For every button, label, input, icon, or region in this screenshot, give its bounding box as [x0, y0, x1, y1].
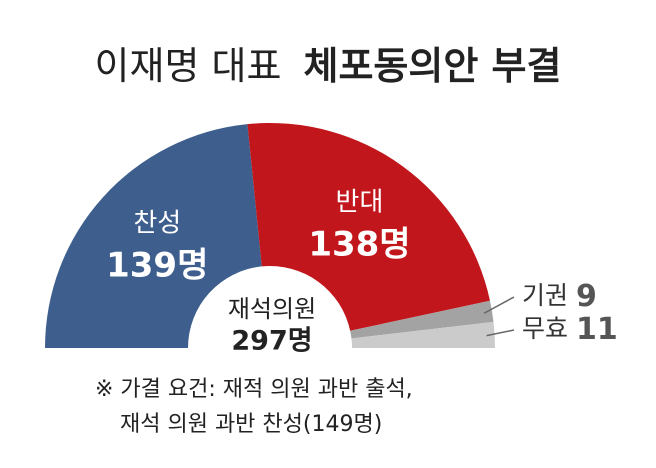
category: 무효	[522, 314, 568, 343]
slice	[247, 123, 490, 331]
slice-label: 반대	[336, 188, 384, 218]
slices	[45, 123, 495, 348]
leader-line	[483, 296, 515, 314]
slice	[351, 321, 495, 348]
slice-label: 찬성	[133, 209, 181, 239]
center-value: 297명	[231, 326, 312, 357]
chart-title: 이재명 대표 체포동의안 부결	[95, 44, 562, 88]
title-regular: 이재명 대표	[95, 44, 282, 88]
note: 재석 의원 과반 찬성(149명)	[120, 412, 382, 437]
slice	[45, 124, 262, 348]
value-label: 11	[576, 312, 618, 347]
slice-label: 무효 11	[522, 312, 618, 347]
value-label: 139명	[106, 246, 208, 286]
leader-line	[486, 329, 515, 337]
value-label: 138명	[308, 225, 410, 265]
slice	[350, 300, 494, 339]
title-bold: 체포동의안 부결	[304, 44, 562, 88]
category: 기권	[522, 281, 568, 310]
value-label: 9	[576, 279, 597, 314]
center-title: 재석의원	[228, 295, 316, 323]
note: ※ 가결 요건: 재적 의원 과반 출석,	[95, 377, 413, 402]
slice-label: 기권 9	[522, 279, 597, 314]
